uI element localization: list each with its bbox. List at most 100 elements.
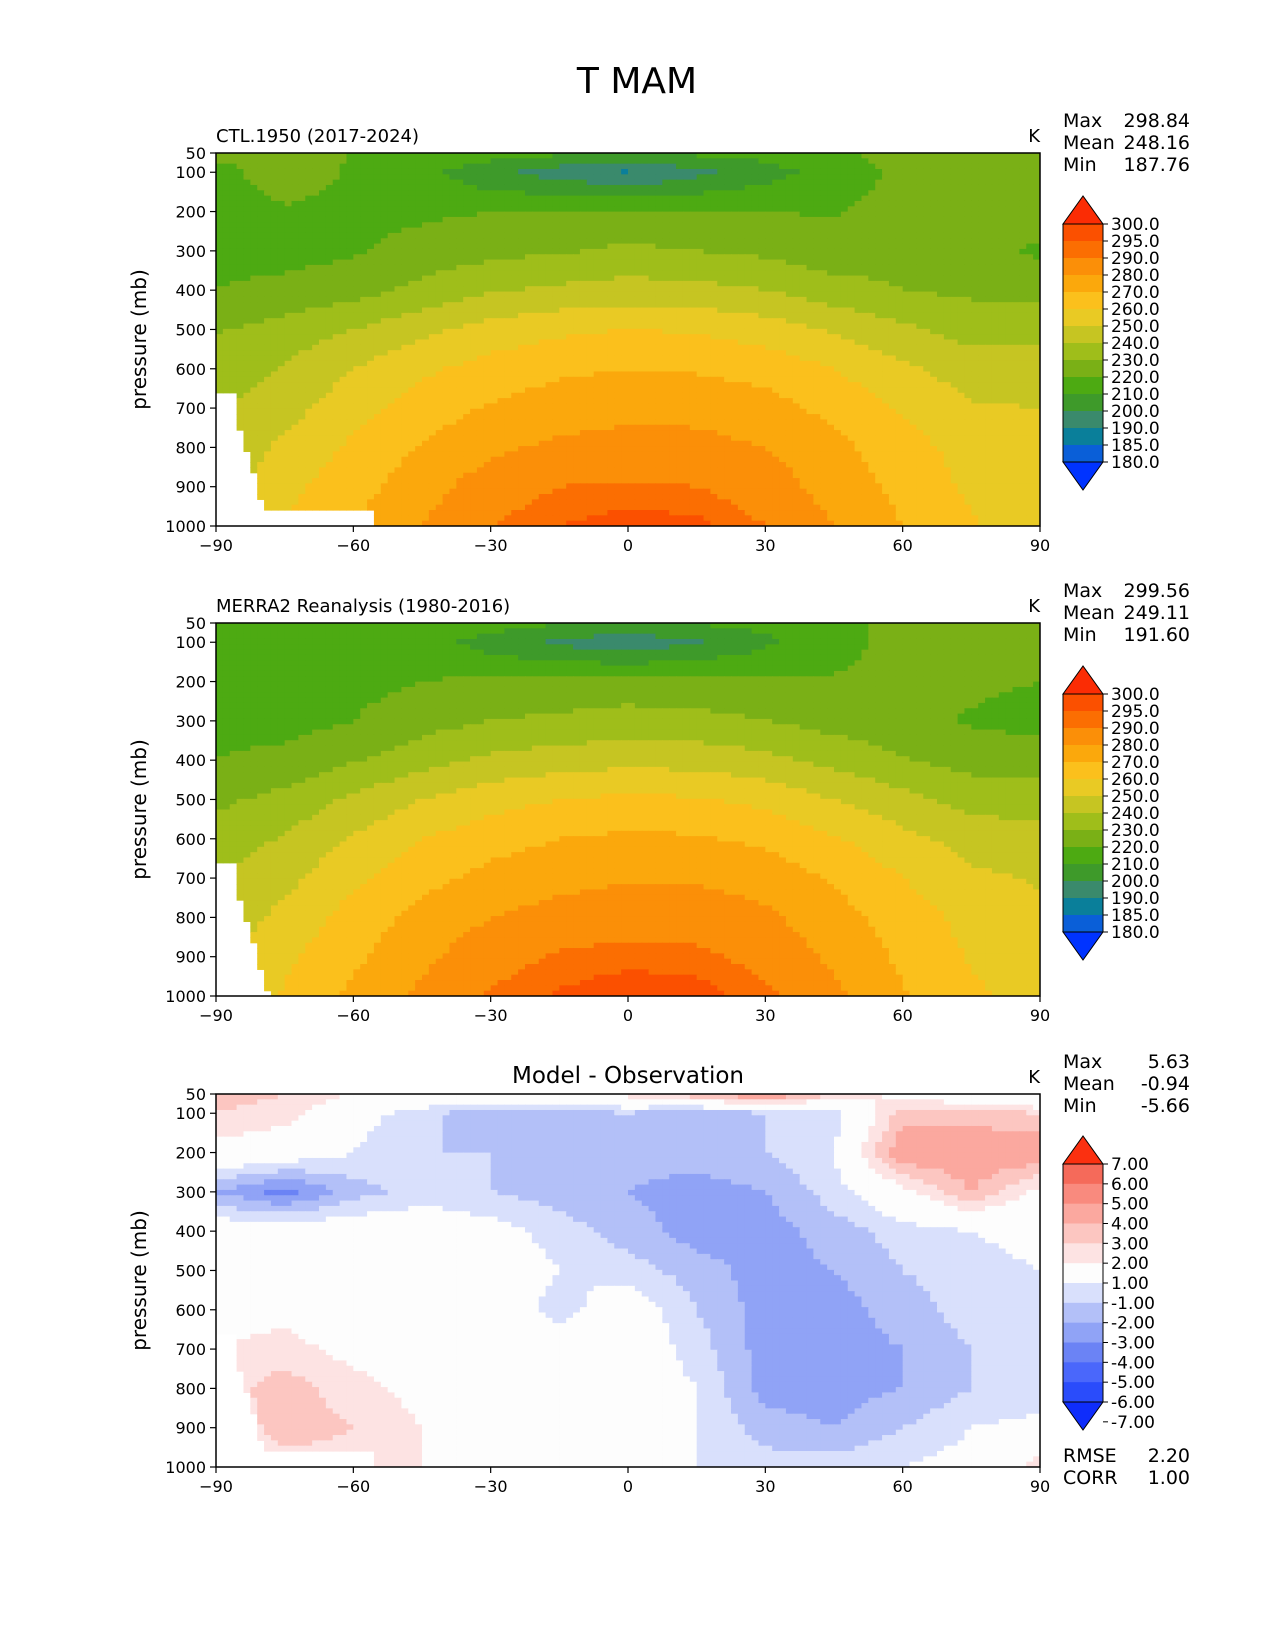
- contour-cell: [943, 206, 952, 213]
- contour-cell: [916, 312, 924, 319]
- contour-cell: [731, 296, 739, 303]
- contour-cell: [476, 158, 485, 165]
- contour-cell: [840, 190, 849, 197]
- contour-cell: [600, 350, 608, 357]
- contour-cell: [971, 248, 979, 255]
- contour-cell: [971, 184, 979, 191]
- contour-cell: [751, 360, 760, 367]
- contour-cell: [634, 254, 643, 261]
- contour-cell: [387, 222, 396, 229]
- contour-cell: [305, 318, 313, 325]
- contour-cell: [360, 238, 368, 245]
- contour-cell: [751, 344, 760, 351]
- contour-cell: [1033, 312, 1040, 319]
- contour-cell: [579, 158, 588, 165]
- contour-cell: [614, 323, 622, 330]
- contour-cell: [724, 222, 732, 229]
- contour-cell: [387, 243, 396, 250]
- contour-cell: [490, 366, 499, 373]
- contour-cell: [216, 350, 224, 357]
- contour-cell: [250, 344, 258, 351]
- contour-cell: [216, 195, 224, 202]
- contour-cell: [724, 312, 732, 319]
- contour-cell: [312, 360, 320, 367]
- contour-cell: [875, 195, 883, 202]
- contour-cell: [264, 270, 272, 277]
- contour-cell: [483, 211, 492, 218]
- contour-cell: [792, 334, 801, 341]
- contour-cell: [1033, 334, 1040, 341]
- contour-cell: [346, 296, 354, 303]
- contour-cell: [305, 168, 313, 175]
- contour-cell: [250, 184, 258, 191]
- contour-cell: [751, 291, 760, 298]
- contour-cell: [916, 238, 924, 245]
- contour-cell: [401, 153, 409, 159]
- contour-cell: [600, 232, 608, 239]
- contour-cell: [806, 153, 814, 159]
- contour-cell: [696, 179, 705, 186]
- contour-cell: [648, 259, 657, 266]
- contour-cell: [1026, 227, 1034, 234]
- contour-cell: [744, 307, 753, 314]
- contour-cell: [731, 350, 739, 357]
- contour-cell: [600, 328, 608, 335]
- contour-cell: [737, 270, 746, 277]
- contour-cell: [339, 334, 348, 341]
- contour-cell: [1005, 312, 1014, 319]
- contour-cell: [600, 254, 608, 261]
- contour-cell: [552, 232, 560, 239]
- contour-cell: [394, 190, 402, 197]
- contour-cell: [380, 291, 389, 298]
- contour-cell: [682, 227, 691, 234]
- contour-cell: [847, 259, 856, 266]
- contour-cell: [504, 366, 512, 373]
- contour-cell: [785, 296, 794, 303]
- contour-cell: [634, 238, 643, 245]
- contour-cell: [930, 168, 938, 175]
- contour-cell: [991, 232, 1000, 239]
- contour-cell: [456, 216, 464, 223]
- contour-cell: [765, 259, 773, 266]
- contour-cell: [971, 366, 979, 373]
- contour-cell: [737, 350, 746, 357]
- contour-cell: [373, 360, 382, 367]
- contour-cell: [758, 280, 766, 287]
- contour-cell: [332, 302, 341, 309]
- contour-cell: [621, 248, 629, 255]
- contour-cell: [284, 280, 293, 287]
- contour-cell: [264, 168, 272, 175]
- contour-cell: [827, 296, 835, 303]
- contour-cell: [957, 323, 966, 330]
- contour-cell: [964, 328, 972, 335]
- contour-cell: [765, 206, 773, 213]
- contour-cell: [820, 350, 828, 357]
- contour-cell: [744, 174, 753, 181]
- contour-cell: [325, 259, 334, 266]
- contour-cell: [476, 339, 485, 346]
- contour-cell: [250, 211, 258, 218]
- contour-cell: [696, 334, 705, 341]
- contour-cell: [497, 360, 505, 367]
- contour-cell: [758, 179, 766, 186]
- contour-cell: [785, 366, 794, 373]
- contour-cell: [250, 153, 258, 159]
- contour-cell: [525, 350, 533, 357]
- contour-cell: [1012, 153, 1020, 159]
- contour-cell: [380, 307, 389, 314]
- contour-cell: [401, 360, 409, 367]
- contour-cell: [319, 291, 327, 298]
- contour-cell: [463, 238, 471, 245]
- contour-cell: [950, 312, 959, 319]
- contour-cell: [552, 206, 560, 213]
- contour-cell: [339, 307, 348, 314]
- contour-cell: [792, 163, 801, 170]
- contour-cell: [1019, 243, 1027, 250]
- contour-cell: [943, 318, 952, 325]
- contour-cell: [312, 355, 320, 362]
- contour-cell: [332, 328, 341, 335]
- contour-cell: [600, 153, 608, 159]
- contour-cell: [861, 158, 869, 165]
- contour-cell: [346, 153, 354, 159]
- contour-cell: [291, 216, 299, 223]
